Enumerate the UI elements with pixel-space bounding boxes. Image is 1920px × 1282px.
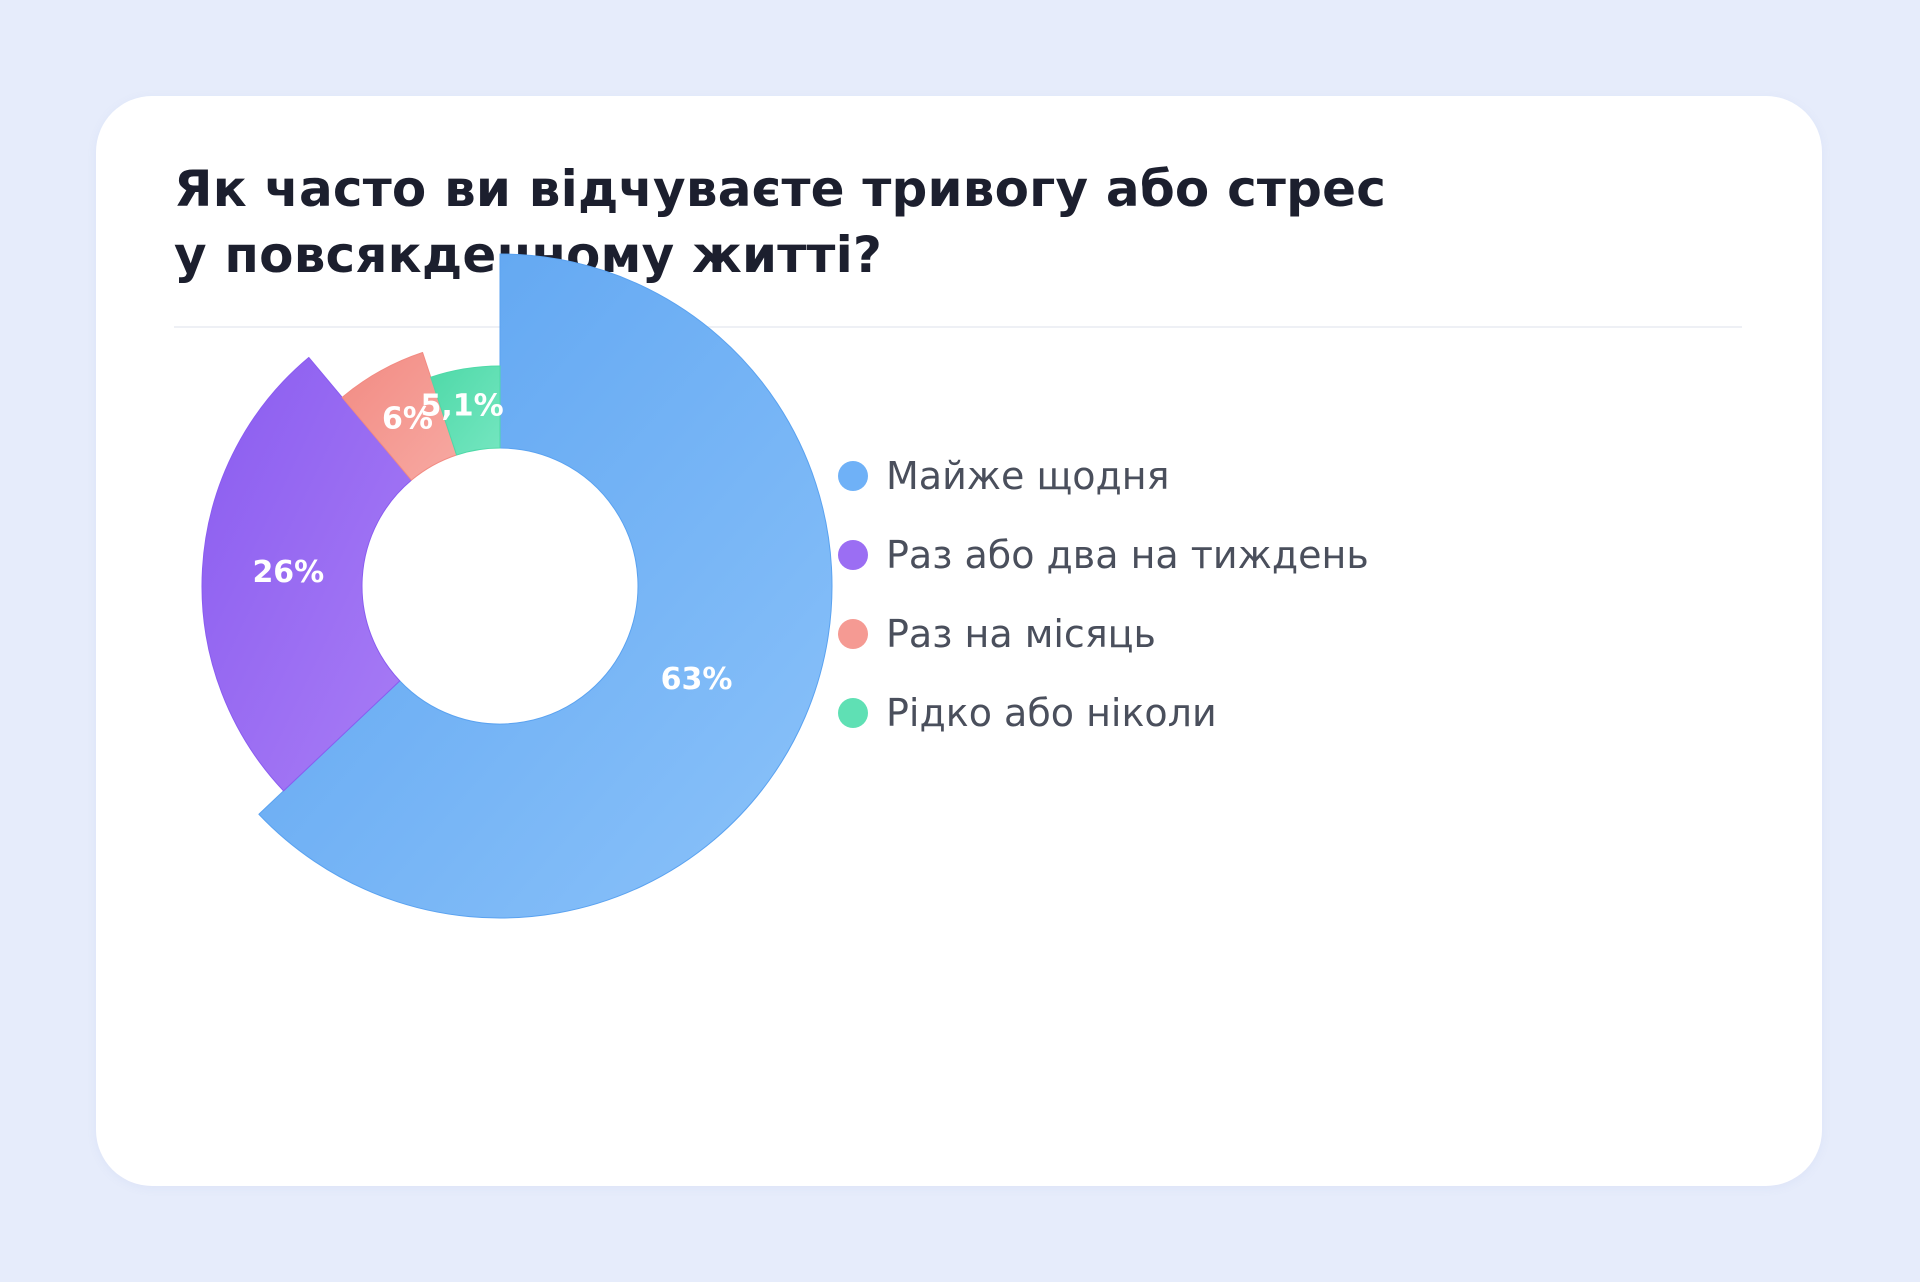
legend-item-maizhe-shchodnia: Майже щодня [838, 454, 1369, 498]
chart-card: Як часто ви відчуваєте тривогу або стрес… [96, 96, 1822, 1186]
donut-slice-4 [430, 365, 501, 456]
legend-dot-icon [838, 461, 868, 491]
donut-slice-3 [341, 351, 458, 481]
donut-slice-label-2: 26% [252, 555, 324, 590]
legend-label: Майже щодня [886, 454, 1170, 498]
legend-dot-icon [838, 540, 868, 570]
donut-slices [201, 253, 833, 919]
donut-slice-2 [201, 356, 412, 792]
legend-item-raz-abo-dva-na-tyzhden: Раз або два на тиждень [838, 533, 1369, 577]
legend-item-ridko-abo-nikoly: Рідко або ніколи [838, 691, 1369, 735]
donut-slice-label-1: 63% [661, 662, 733, 697]
donut-slice-label-3: 6% [382, 402, 433, 437]
legend-label: Раз або два на тиждень [886, 533, 1369, 577]
chart-title-line-1: Як часто ви відчуваєте тривогу або стрес [174, 160, 1387, 218]
legend-dot-icon [838, 698, 868, 728]
donut-slice-label-4: 5,1% [421, 389, 504, 424]
legend-label: Раз на місяць [886, 612, 1156, 656]
legend-dot-icon [838, 619, 868, 649]
donut-chart: 63% 26% 6%5,1% [201, 253, 833, 919]
chart-title: Як часто ви відчуваєте тривогу або стрес… [174, 156, 1474, 288]
title-divider [174, 326, 1742, 328]
chart-legend: Майже щодня Раз або два на тиждень Раз н… [838, 454, 1369, 772]
donut-slice-labels: 63% 26% 6%5,1% [252, 389, 732, 697]
legend-label: Рідко або ніколи [886, 691, 1217, 735]
donut-slice-1 [258, 253, 833, 919]
legend-item-raz-na-misiats: Раз на місяць [838, 612, 1369, 656]
